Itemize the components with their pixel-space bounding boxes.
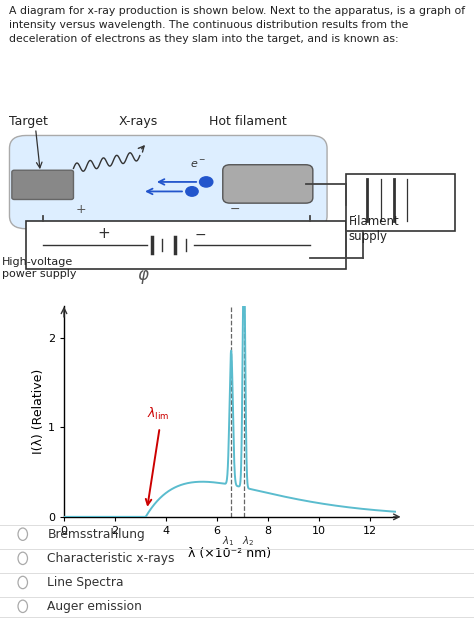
Text: Hot filament: Hot filament	[209, 115, 286, 128]
Text: Bremsstrahlung: Bremsstrahlung	[47, 527, 145, 541]
Text: −: −	[230, 204, 240, 217]
FancyBboxPatch shape	[12, 170, 73, 199]
Text: Characteristic x-rays: Characteristic x-rays	[47, 552, 175, 565]
Text: $\lambda_\mathrm{lim}$: $\lambda_\mathrm{lim}$	[147, 406, 169, 422]
Text: High-voltage
power supply: High-voltage power supply	[2, 258, 77, 279]
Text: φ: φ	[137, 266, 148, 284]
Text: Line Spectra: Line Spectra	[47, 576, 124, 589]
Text: $e^-$: $e^-$	[190, 159, 206, 170]
Text: Target: Target	[9, 115, 47, 128]
Text: X-rays: X-rays	[118, 115, 158, 128]
Text: $\lambda_1$: $\lambda_1$	[222, 535, 235, 548]
Text: −: −	[194, 228, 206, 242]
Text: +: +	[97, 226, 110, 241]
Text: Filament
supply: Filament supply	[348, 215, 399, 243]
Text: $\lambda_2$: $\lambda_2$	[242, 535, 254, 548]
FancyBboxPatch shape	[9, 136, 327, 229]
Text: Auger emission: Auger emission	[47, 600, 142, 613]
FancyBboxPatch shape	[223, 165, 313, 203]
Circle shape	[200, 177, 213, 187]
Circle shape	[186, 187, 198, 196]
Y-axis label: I(λ) (Relative): I(λ) (Relative)	[32, 369, 45, 454]
Bar	[26, 222, 346, 269]
Bar	[346, 174, 455, 230]
Text: A diagram for x-ray production is shown below. Next to the apparatus, is a graph: A diagram for x-ray production is shown …	[9, 6, 465, 44]
Text: +: +	[76, 204, 86, 217]
X-axis label: λ (×10⁻² nm): λ (×10⁻² nm)	[188, 547, 272, 560]
